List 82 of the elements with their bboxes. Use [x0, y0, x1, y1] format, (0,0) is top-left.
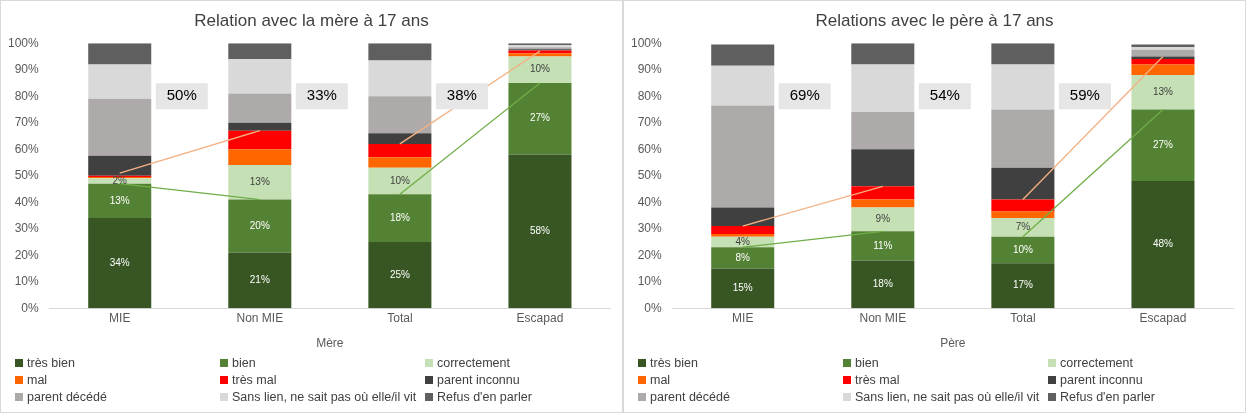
x-tick-label: MIE	[109, 310, 131, 325]
data-label: 9%	[875, 213, 891, 225]
data-label: 13%	[109, 194, 130, 206]
x-tick-label: MIE	[732, 310, 754, 325]
data-label: 7%	[1015, 221, 1031, 233]
y-tick-label: 60%	[14, 141, 40, 156]
legend-label: bien	[854, 355, 880, 372]
data-label: 11%	[873, 239, 893, 251]
x-tick-label: Non MIE	[236, 310, 284, 325]
x-tick-label: Total	[1010, 310, 1036, 325]
data-label: 18%	[872, 278, 893, 290]
y-tick-label: 10%	[637, 274, 663, 289]
chart-title: Relations avec le père à 17 ans	[814, 10, 1055, 32]
y-tick-label: 50%	[14, 168, 40, 183]
annotation: 59%	[1069, 86, 1100, 104]
legend-label: correctement	[1059, 355, 1134, 372]
legend-label: très mal	[854, 372, 901, 389]
data-label: 21%	[249, 274, 270, 286]
legend-label: correctement	[436, 355, 511, 372]
x-tick-label: Non MIE	[859, 310, 907, 325]
annotation: 69%	[789, 86, 820, 104]
data-label: 2%	[112, 174, 128, 186]
legend-label: mal	[26, 372, 49, 389]
y-tick-label: 20%	[14, 247, 40, 262]
y-tick-label: 50%	[637, 168, 663, 183]
y-tick-label: 60%	[637, 141, 663, 156]
data-label: 10%	[1012, 243, 1033, 255]
data-label: 8%	[735, 251, 751, 263]
annotation: 38%	[446, 86, 477, 104]
annotation: 50%	[166, 86, 197, 104]
data-label: 34%	[109, 256, 130, 268]
data-label: 27%	[1152, 138, 1174, 150]
y-tick-label: 30%	[14, 221, 40, 236]
legend-label: Refus d'en parler	[1059, 389, 1156, 406]
data-label: 18%	[389, 211, 410, 223]
data-label: 4%	[735, 235, 751, 247]
data-label: 17%	[1012, 279, 1033, 291]
legend-label: Sans lien, ne sait pas où elle/il vit	[854, 389, 1041, 406]
y-tick-label: 100%	[630, 35, 663, 50]
y-tick-label: 40%	[637, 194, 663, 209]
legend-label: Sans lien, ne sait pas où elle/il vit	[231, 389, 418, 406]
annotation: 33%	[306, 86, 337, 104]
legend-label: parent décédé	[26, 389, 108, 406]
data-label: 10%	[529, 63, 551, 75]
legend-label: bien	[231, 355, 257, 372]
y-tick-label: 100%	[7, 35, 40, 50]
data-label: 27%	[529, 112, 551, 124]
legend-label: parent inconnu	[1059, 372, 1144, 389]
data-label: 20%	[249, 219, 270, 231]
y-tick-label: 70%	[14, 115, 40, 130]
data-label: 25%	[389, 268, 410, 280]
data-label: 10%	[389, 174, 410, 186]
data-label: 58%	[529, 225, 551, 237]
y-tick-label: 0%	[644, 300, 663, 315]
y-tick-label: 20%	[637, 247, 663, 262]
annotation: 54%	[929, 86, 960, 104]
data-label: 13%	[1152, 85, 1174, 97]
data-label: 48%	[1152, 238, 1174, 250]
y-tick-label: 70%	[637, 115, 663, 130]
y-tick-label: 90%	[14, 62, 40, 77]
y-tick-label: 30%	[637, 221, 663, 236]
y-tick-label: 0%	[21, 300, 40, 315]
data-label: 15%	[732, 282, 753, 294]
legend-label: mal	[649, 372, 672, 389]
x-tick-label: Total	[387, 310, 413, 325]
x-axis-title: Père	[940, 336, 966, 351]
y-tick-label: 80%	[637, 88, 663, 103]
data-label: 13%	[249, 176, 270, 188]
legend-label: très mal	[231, 372, 278, 389]
chart-title: Relation avec la mère à 17 ans	[193, 10, 430, 32]
x-axis-title: Mère	[316, 336, 344, 351]
legend-label: Refus d'en parler	[436, 389, 533, 406]
legend-label: parent décédé	[649, 389, 731, 406]
legend-label: très bien	[649, 355, 699, 372]
legend-label: très bien	[26, 355, 76, 372]
legend-label: parent inconnu	[436, 372, 521, 389]
x-tick-label: Escapad	[516, 310, 564, 325]
y-tick-label: 10%	[14, 274, 40, 289]
x-tick-label: Escapad	[1139, 310, 1187, 325]
y-tick-label: 80%	[14, 88, 40, 103]
y-tick-label: 40%	[14, 194, 40, 209]
y-tick-label: 90%	[637, 62, 663, 77]
